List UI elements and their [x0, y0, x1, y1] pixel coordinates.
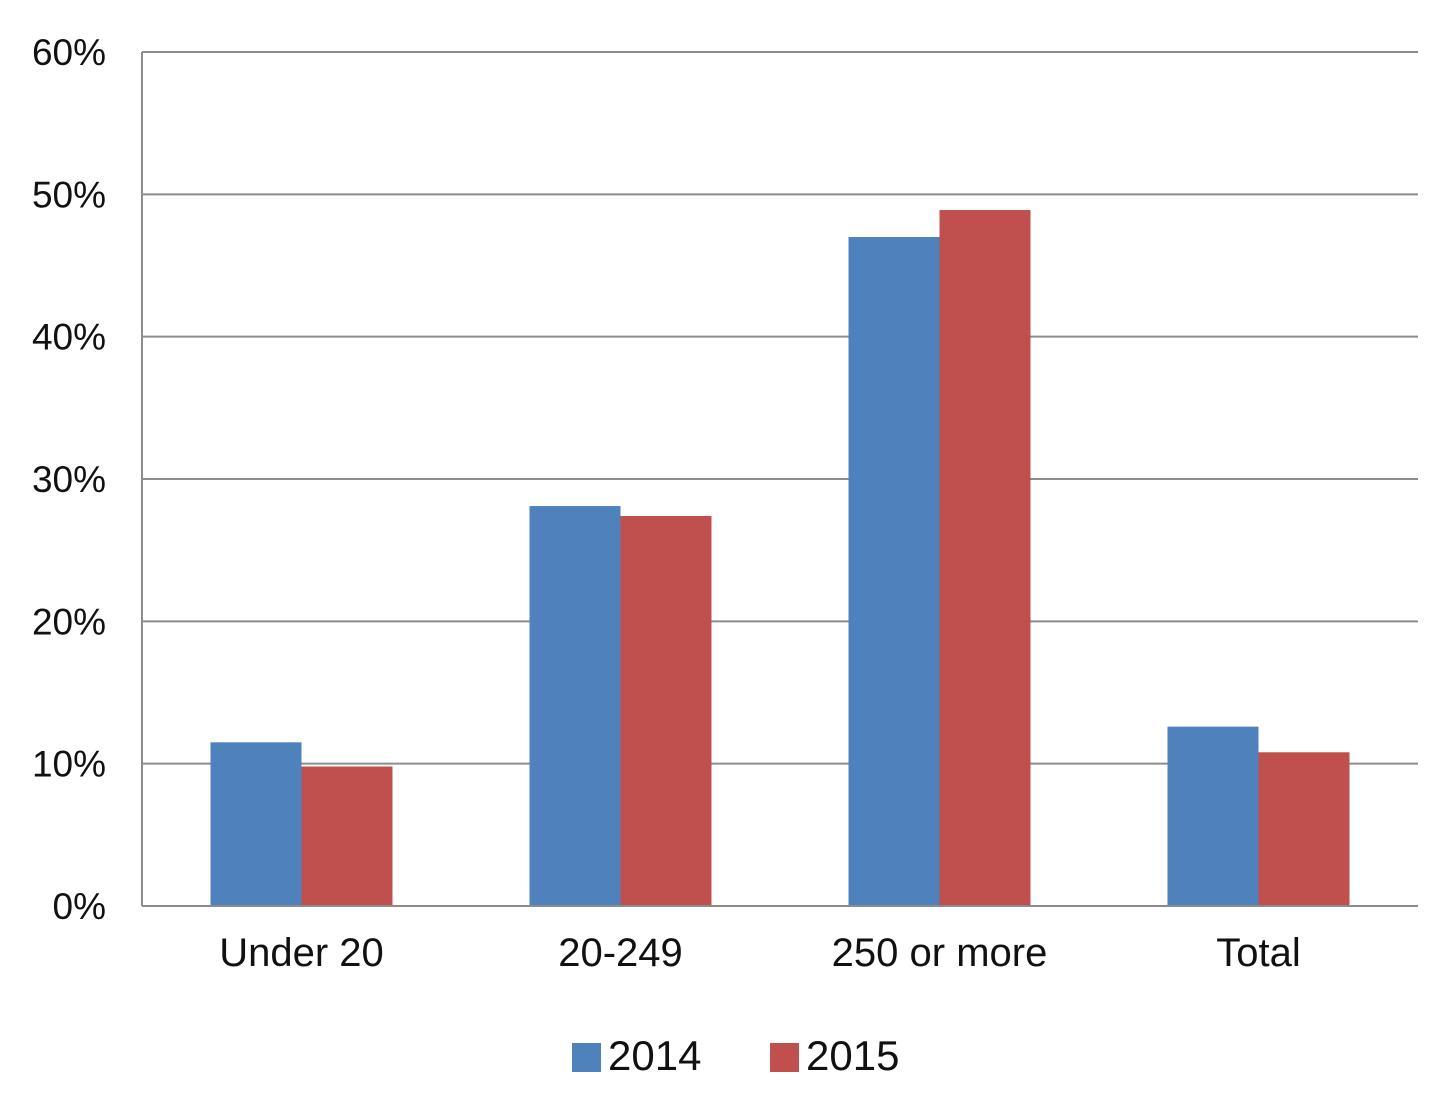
x-tick-label: Total — [1216, 931, 1301, 975]
y-tick-label: 10% — [32, 744, 106, 785]
legend-swatch-2015 — [770, 1043, 799, 1072]
y-tick-label: 30% — [32, 459, 106, 500]
bar-2014 — [1167, 726, 1259, 906]
y-tick-label: 60% — [32, 32, 106, 73]
y-tick-label: 0% — [53, 886, 106, 927]
y-tick-label: 50% — [32, 174, 106, 215]
bars — [210, 209, 1350, 907]
legend-label: 2015 — [806, 1032, 899, 1079]
y-tick-label: 40% — [32, 317, 106, 358]
x-tick-label: Under 20 — [219, 931, 384, 975]
bar-2014 — [210, 742, 302, 906]
legend-label: 2014 — [608, 1032, 701, 1079]
bar-2015 — [620, 516, 712, 906]
bar-2015 — [1258, 752, 1350, 906]
axes — [141, 52, 1418, 907]
bar-2015 — [301, 766, 393, 906]
x-tick-label: 250 or more — [832, 931, 1048, 975]
y-tick-label: 20% — [32, 601, 106, 642]
gridlines — [142, 51, 1418, 765]
legend: 2014 2015 — [572, 1032, 899, 1079]
y-axis-ticks: 0% 10% 20% 30% 40% 50% 60% — [32, 32, 106, 927]
bar-2015 — [939, 209, 1031, 907]
x-axis-ticks: Under 20 20-249 250 or more Total — [219, 931, 1301, 975]
x-tick-label: 20-249 — [558, 931, 683, 975]
bar-2014 — [848, 237, 940, 907]
bar-2014 — [529, 506, 621, 906]
legend-swatch-2014 — [572, 1043, 601, 1072]
